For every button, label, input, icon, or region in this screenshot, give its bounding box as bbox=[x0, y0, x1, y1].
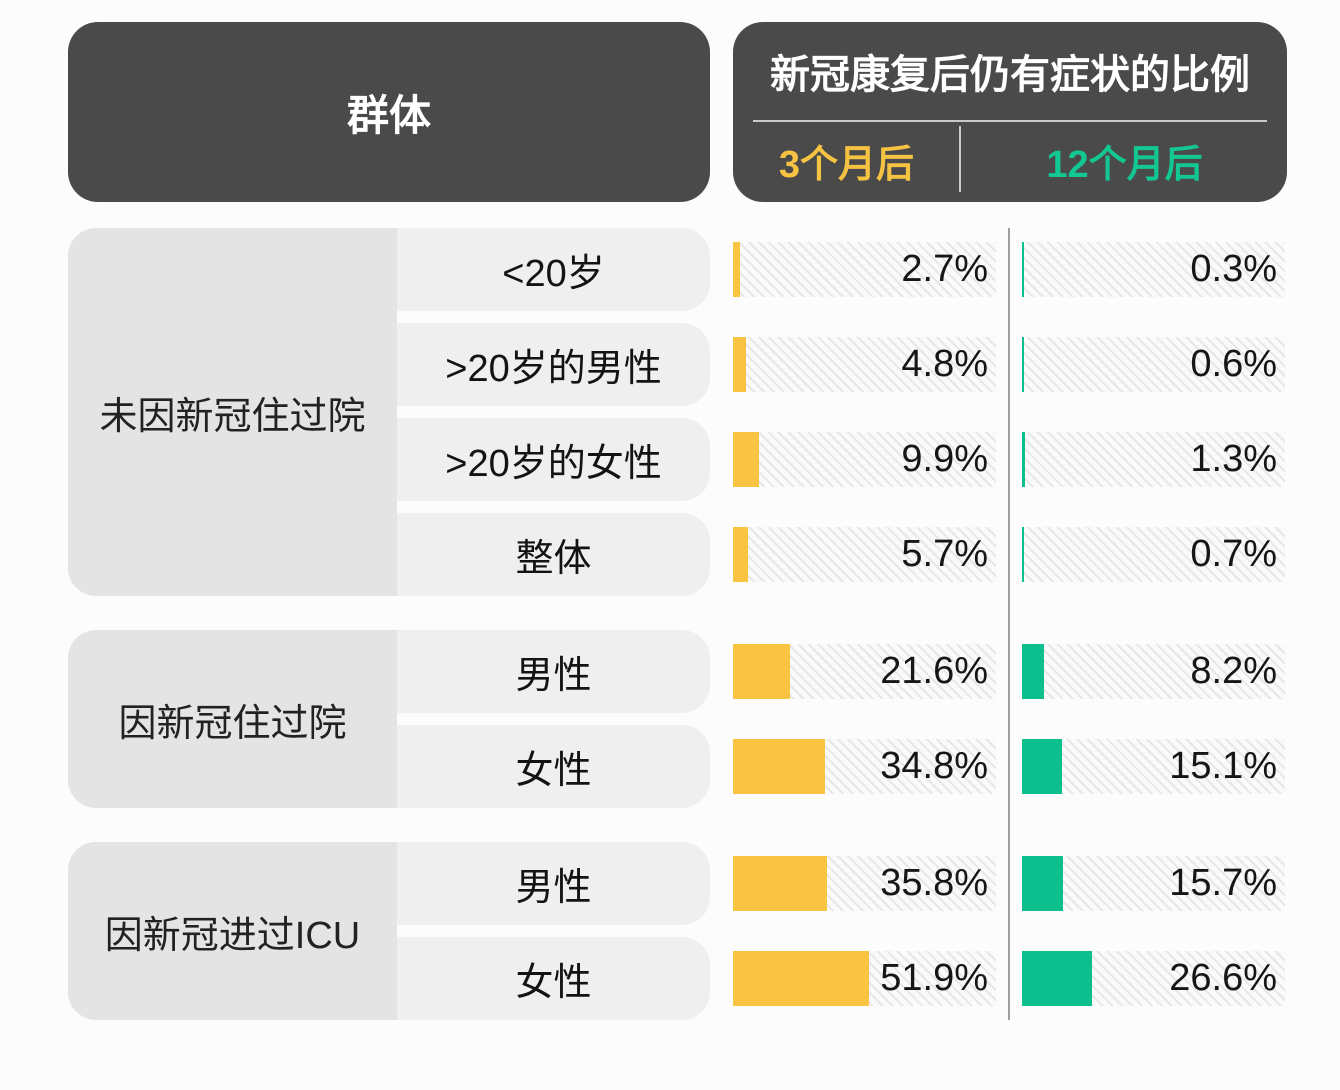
subheader-12-months: 12个月后 bbox=[1046, 143, 1203, 186]
group-label-0: 未因新冠住过院 bbox=[68, 228, 397, 596]
header-horizontal-divider bbox=[753, 120, 1267, 122]
bar-track-3m: 5.7% bbox=[733, 527, 996, 582]
bar-track-12m: 0.6% bbox=[1022, 337, 1285, 392]
bar-3m bbox=[733, 739, 825, 794]
value-12m: 15.1% bbox=[1169, 745, 1277, 787]
series-divider-line bbox=[1008, 228, 1010, 1020]
bar-track-3m: 51.9% bbox=[733, 951, 996, 1006]
row-label: <20岁 bbox=[397, 228, 710, 311]
bar-track-3m: 4.8% bbox=[733, 337, 996, 392]
bar-3m bbox=[733, 951, 870, 1006]
group-column-header-label: 群体 bbox=[346, 91, 431, 139]
bar-3m bbox=[733, 337, 746, 392]
value-3m: 51.9% bbox=[880, 957, 988, 999]
bar-3m bbox=[733, 242, 741, 297]
row-label: >20岁的女性 bbox=[397, 418, 710, 501]
bar-track-12m: 0.3% bbox=[1022, 242, 1285, 297]
bar-12m bbox=[1022, 739, 1062, 794]
bar-3m bbox=[733, 644, 790, 699]
bar-12m bbox=[1022, 527, 1024, 582]
row-label: 女性 bbox=[397, 937, 710, 1020]
value-3m: 9.9% bbox=[901, 438, 988, 480]
value-3m: 34.8% bbox=[880, 745, 988, 787]
value-12m: 0.3% bbox=[1190, 248, 1277, 290]
bar-track-12m: 26.6% bbox=[1022, 951, 1285, 1006]
bar-3m bbox=[733, 856, 828, 911]
bar-3m bbox=[733, 527, 748, 582]
row-label: 男性 bbox=[397, 842, 710, 925]
row-label: 女性 bbox=[397, 725, 710, 808]
value-12m: 0.7% bbox=[1190, 533, 1277, 575]
bar-track-3m: 2.7% bbox=[733, 242, 996, 297]
bar-track-12m: 15.7% bbox=[1022, 856, 1285, 911]
value-12m: 1.3% bbox=[1190, 438, 1277, 480]
row-label: 整体 bbox=[397, 513, 710, 596]
value-12m: 8.2% bbox=[1190, 650, 1277, 692]
bar-track-12m: 1.3% bbox=[1022, 432, 1285, 487]
bar-track-12m: 0.7% bbox=[1022, 527, 1285, 582]
bar-12m bbox=[1022, 644, 1044, 699]
bar-12m bbox=[1022, 856, 1064, 911]
bar-track-3m: 35.8% bbox=[733, 856, 996, 911]
bar-track-12m: 8.2% bbox=[1022, 644, 1285, 699]
bar-track-3m: 21.6% bbox=[733, 644, 996, 699]
value-column-header: 新冠康复后仍有症状的比例 3个月后 12个月后 bbox=[733, 22, 1287, 202]
bar-12m bbox=[1022, 242, 1024, 297]
bar-track-3m: 34.8% bbox=[733, 739, 996, 794]
right-accent-stripe bbox=[1328, 8, 1340, 1084]
bar-12m bbox=[1022, 951, 1092, 1006]
group-label-2: 因新冠进过ICU bbox=[68, 842, 397, 1020]
value-12m: 0.6% bbox=[1190, 343, 1277, 385]
row-label: >20岁的男性 bbox=[397, 323, 710, 406]
bar-12m bbox=[1022, 432, 1026, 487]
bar-12m bbox=[1022, 337, 1024, 392]
bar-track-12m: 15.1% bbox=[1022, 739, 1285, 794]
group-label-1: 因新冠住过院 bbox=[68, 630, 397, 808]
value-3m: 21.6% bbox=[880, 650, 988, 692]
value-12m: 15.7% bbox=[1169, 862, 1277, 904]
value-3m: 2.7% bbox=[901, 248, 988, 290]
left-accent-stripe bbox=[0, 0, 16, 1090]
row-label: 男性 bbox=[397, 630, 710, 713]
subheader-3-months: 3个月后 bbox=[778, 143, 915, 186]
value-3m: 5.7% bbox=[901, 533, 988, 575]
group-column-header: 群体 bbox=[68, 22, 710, 202]
value-3m: 4.8% bbox=[901, 343, 988, 385]
value-3m: 35.8% bbox=[880, 862, 988, 904]
bar-3m bbox=[733, 432, 760, 487]
bar-track-3m: 9.9% bbox=[733, 432, 996, 487]
value-column-title: 新冠康复后仍有症状的比例 bbox=[770, 53, 1250, 97]
header-vertical-divider bbox=[959, 126, 961, 192]
value-12m: 26.6% bbox=[1169, 957, 1277, 999]
